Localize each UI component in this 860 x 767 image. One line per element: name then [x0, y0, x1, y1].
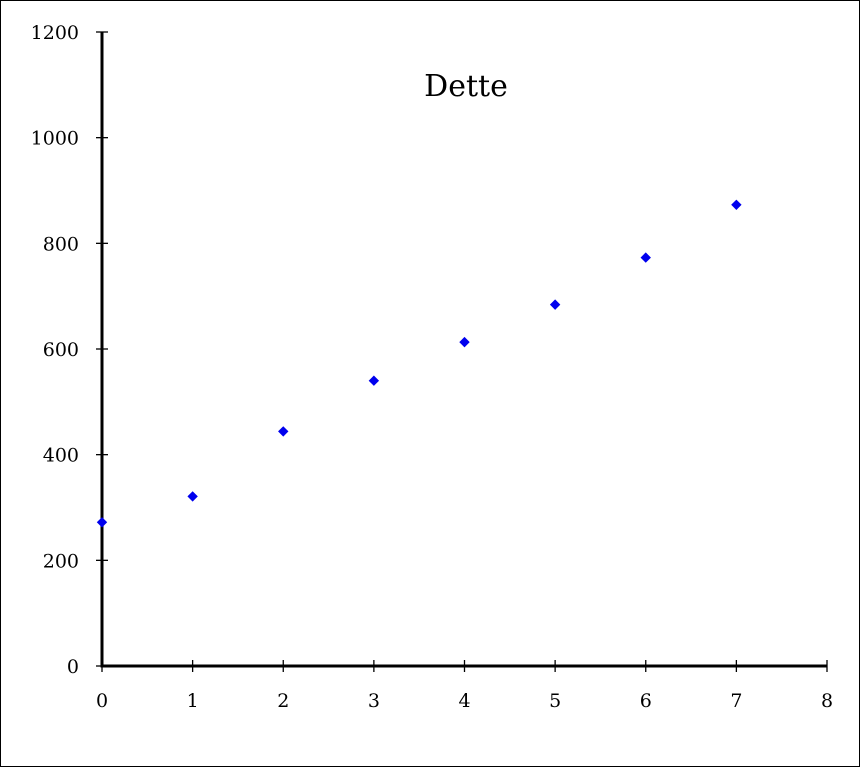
data-point [640, 252, 651, 263]
y-tick-label: 400 [43, 445, 79, 467]
x-tick-label: 4 [458, 690, 470, 712]
data-point [549, 299, 561, 310]
y-tick-label: 1000 [31, 128, 79, 150]
y-tick-label: 1200 [31, 22, 79, 44]
x-tick-label: 7 [730, 690, 742, 712]
x-tick-label: 0 [96, 690, 108, 712]
y-tick-label: 0 [67, 656, 79, 678]
ticks: 0 1 2 3 4 5 6 7 8 0 200 400 600 800 1000 1200 [31, 22, 833, 712]
y-tick-label: 600 [43, 339, 79, 361]
data-point [368, 375, 380, 386]
data-point [278, 426, 289, 437]
axes [100, 32, 827, 668]
data-point [459, 336, 470, 348]
x-tick-label: 2 [277, 690, 289, 712]
y-tick-label: 800 [43, 233, 79, 255]
x-tick-label: 8 [821, 690, 833, 712]
data-points [96, 199, 742, 528]
data-point [96, 517, 108, 528]
x-tick-label: 1 [187, 690, 199, 712]
y-tick-label: 200 [43, 550, 79, 572]
x-tick-label: 3 [368, 690, 380, 712]
x-tick-label: 6 [640, 690, 652, 712]
data-point [731, 199, 742, 210]
x-tick-label: 5 [549, 690, 561, 712]
data-point [187, 491, 198, 502]
chart-title: Dette [424, 69, 508, 104]
